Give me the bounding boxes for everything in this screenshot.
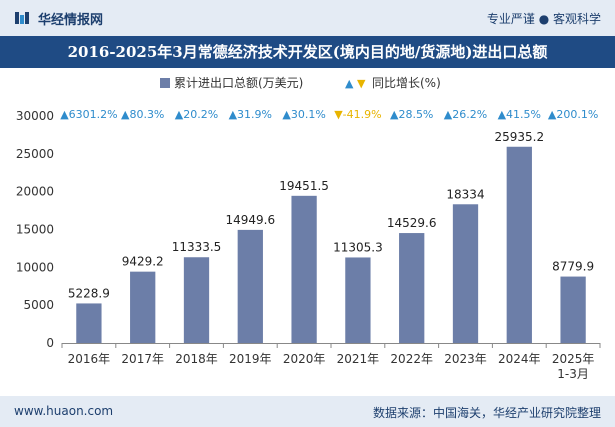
bar (76, 303, 102, 343)
bar (506, 146, 532, 343)
bar-value-label: 25935.2 (494, 130, 544, 144)
bar-value-label: 5228.9 (68, 286, 110, 300)
x-tick-label: 2021年 (337, 352, 380, 366)
bar (130, 271, 156, 343)
growth-label: ▲31.9% (229, 108, 272, 121)
x-tick-label: 2022年 (390, 352, 433, 366)
bar-value-label: 14949.6 (225, 213, 275, 227)
x-tick-label: 2019年 (229, 352, 272, 366)
bar (291, 195, 317, 343)
bar (345, 257, 371, 343)
x-tick-label-line: 2016年 (68, 352, 111, 366)
y-tick-label: 15000 (16, 223, 54, 237)
x-tick-label: 2018年 (175, 352, 218, 366)
bar-value-label: 11333.5 (172, 240, 222, 254)
legend-up-marker: ▲ (345, 77, 354, 90)
legend-bar-swatch (160, 78, 170, 88)
x-tick-label-line: 2024年 (498, 352, 541, 366)
y-tick-label: 5000 (23, 298, 54, 312)
x-tick-label-line: 2021年 (337, 352, 380, 366)
x-tick-label-line: 2022年 (390, 352, 433, 366)
x-tick-label-line: 2023年 (444, 352, 487, 366)
growth-label: ▲20.2% (175, 108, 218, 121)
x-tick-label: 2023年 (444, 352, 487, 366)
data-source: 数据来源：中国海关，华经产业研究院整理 (372, 406, 601, 420)
x-tick-label-line: 2025年 (552, 352, 595, 366)
footer-bar: www.huaon.com 数据来源：中国海关，华经产业研究院整理 (0, 396, 615, 427)
bar-value-label: 8779.9 (552, 260, 594, 274)
bar-value-label: 18334 (446, 187, 484, 201)
bar-value-label: 14529.6 (387, 216, 437, 230)
bar-value-label: 9429.2 (122, 255, 164, 269)
growth-label: ▲200.1% (548, 108, 598, 121)
bar (399, 233, 425, 343)
x-tick-label-line: 1-3月 (557, 367, 589, 381)
growth-label: ▲30.1% (282, 108, 325, 121)
growth-label: ▲6301.2% (60, 108, 117, 121)
title-bar: 2016-2025年3月常德经济技术开发区(境内目的地/货源地)进出口总额 (0, 36, 615, 68)
growth-label: ▲80.3% (121, 108, 164, 121)
legend-growth-label: 同比增长(%) (372, 76, 441, 90)
x-tick-label: 2024年 (498, 352, 541, 366)
legend-down-marker: ▼ (357, 77, 366, 90)
x-tick-label-line: 2020年 (283, 352, 326, 366)
x-tick-label: 2020年 (283, 352, 326, 366)
bar (237, 229, 263, 343)
bar-chart: 累计进出口总额(万美元) ▲ ▼ 同比增长(%) 0 5000 10000 15000 2000… (16, 76, 601, 381)
growth-label: ▲41.5% (498, 108, 541, 121)
y-tick-label: 30000 (16, 109, 54, 123)
tagline: 专业严谨 ● 客观科学 (486, 12, 601, 26)
y-tick-label: 25000 (16, 147, 54, 161)
chart-title: 2016-2025年3月常德经济技术开发区(境内目的地/货源地)进出口总额 (67, 43, 548, 61)
x-tick-label-line: 2019年 (229, 352, 272, 366)
legend-bar-label: 累计进出口总额(万美元) (174, 76, 303, 90)
header-bar: 华经情报网 专业严谨 ● 客观科学 (0, 0, 615, 36)
bar (452, 204, 479, 343)
x-tick-label-line: 2018年 (175, 352, 218, 366)
bar (560, 276, 586, 343)
growth-label: ▼-41.9% (334, 108, 381, 121)
y-tick-label: 20000 (16, 185, 54, 199)
x-tick-label: 2016年 (68, 352, 111, 366)
logo-icon (15, 12, 29, 24)
x-tick-label: 2017年 (121, 352, 164, 366)
growth-label: ▲28.5% (390, 108, 433, 121)
x-tick-label: 2025年 1-3月 (552, 352, 595, 381)
footer-url[interactable]: www.huaon.com (14, 404, 114, 418)
x-tick-label-line: 2017年 (121, 352, 164, 366)
y-tick-label: 0 (46, 336, 54, 350)
bar (183, 257, 210, 343)
bar-value-label: 19451.5 (279, 179, 329, 193)
y-tick-label: 10000 (16, 260, 54, 274)
brand-name: 华经情报网 (38, 13, 104, 28)
bar-value-label: 11305.3 (333, 240, 383, 254)
growth-label: ▲26.2% (444, 108, 487, 121)
